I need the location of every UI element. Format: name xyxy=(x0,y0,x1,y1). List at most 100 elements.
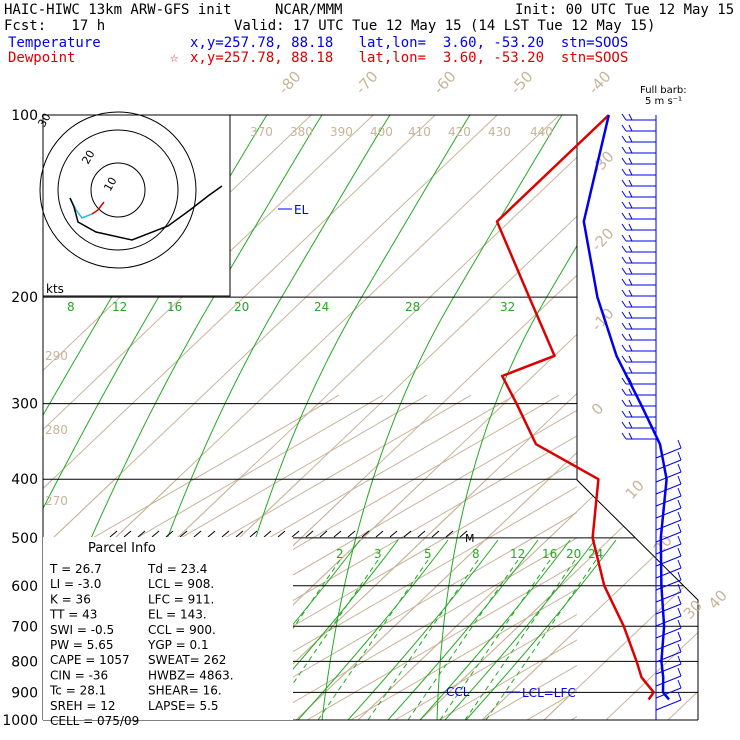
mixing-ratio-label: 2 xyxy=(336,547,344,561)
wind-barb xyxy=(655,627,682,639)
org-label: NCAR/MMM xyxy=(275,2,343,18)
wind-barb xyxy=(677,535,682,545)
wind-barb xyxy=(677,559,682,569)
model-title: HAIC-HIWC 13km ARW-GFS init xyxy=(4,2,232,18)
hodograph-ring xyxy=(39,111,197,269)
hodograph-ring-label: 30 xyxy=(35,111,53,130)
adiabat-line xyxy=(306,562,577,720)
level-hatch xyxy=(403,530,412,538)
wind-barb xyxy=(628,278,633,286)
wind-legend-units: 5 m s⁻¹ xyxy=(645,96,682,107)
wind-barb xyxy=(628,322,633,330)
wind-barb xyxy=(655,651,682,663)
level-hatch xyxy=(179,530,188,538)
wind-barb xyxy=(655,507,682,519)
wind-barb xyxy=(628,421,633,429)
wind-barb xyxy=(677,643,682,653)
theta-label: 270 xyxy=(45,494,68,508)
moist-adiabat-line xyxy=(321,115,563,720)
wind-barb xyxy=(628,366,633,374)
isotherm-label: -10 xyxy=(588,305,618,335)
pressure-tick-label: 800 xyxy=(11,654,38,670)
parcel-info-value: EL = 143. xyxy=(148,608,207,622)
parcel-info-value: Td = 23.4 xyxy=(147,562,207,576)
level-hatch xyxy=(347,530,356,538)
adiabat-line xyxy=(262,537,577,720)
mixing-ratio-label: 8 xyxy=(472,547,480,561)
wind-barb xyxy=(628,432,633,440)
isotherm-line xyxy=(543,480,698,720)
level-hatch xyxy=(123,530,132,538)
parcel-info-value: LAPSE= 5.5 xyxy=(148,699,219,713)
level-hatch xyxy=(193,530,202,538)
wind-barb xyxy=(621,311,627,319)
dewpoint-star-icon: ☆ xyxy=(170,50,179,66)
wind-barb xyxy=(677,475,682,485)
parcel-info-value: LFC = 911. xyxy=(148,592,214,606)
isotherm-label: -40 xyxy=(585,68,615,98)
wind-barb xyxy=(621,190,627,198)
theta-label: 410 xyxy=(408,125,431,139)
wind-barb xyxy=(621,421,627,429)
parcel-info-value: T = 26.7 xyxy=(49,562,102,576)
level-hatch xyxy=(445,530,454,538)
plot-frame-right xyxy=(576,115,699,720)
wind-barb xyxy=(677,691,682,701)
wind-barb xyxy=(655,519,682,531)
mixing-ratio-label: 28 xyxy=(405,300,420,314)
wind-barb xyxy=(628,124,633,132)
wind-barb xyxy=(628,344,633,352)
parcel-info-value: LI = -3.0 xyxy=(50,577,101,591)
wind-barb xyxy=(655,663,682,675)
parcel-info-title: Parcel Info xyxy=(88,541,156,556)
mixing-ratio-label: 8 xyxy=(67,300,75,314)
wind-barb xyxy=(621,300,627,308)
level-hatch xyxy=(249,530,258,538)
wind-barb xyxy=(628,399,633,407)
adiabat-line xyxy=(659,395,740,720)
temperature-legend: Temperature xyxy=(8,35,101,51)
mixing-ratio-line xyxy=(317,559,429,720)
adiabat-line xyxy=(394,613,577,720)
parcel-info-value: CAPE = 1057 xyxy=(50,653,130,667)
wind-barb xyxy=(621,223,627,231)
mixing-ratio-label: 20 xyxy=(566,547,581,561)
wind-barb xyxy=(621,201,627,209)
wind-barb xyxy=(655,567,682,579)
moist-adiabat-line xyxy=(297,539,449,720)
level-hatch xyxy=(361,530,370,538)
theta-label: 420 xyxy=(448,125,471,139)
moist-adiabat-line xyxy=(465,539,617,720)
isotherm-label: 30 xyxy=(680,596,706,622)
theta-label: 380 xyxy=(290,125,313,139)
level-hatch xyxy=(137,530,146,538)
parcel-info-value: Tc = 28.1 xyxy=(49,684,106,698)
isotherm-line xyxy=(295,480,549,720)
isotherm-line xyxy=(43,115,560,608)
hodograph-ring-label: 20 xyxy=(79,148,97,167)
wind-barb xyxy=(621,135,627,143)
parcel-info-value: CIN = -36 xyxy=(50,668,108,682)
parcel-info-value: TT = 43 xyxy=(49,608,97,622)
isotherm-label: -80 xyxy=(275,68,305,98)
parcel-info-value: LCL = 908. xyxy=(148,577,214,591)
parcel-info-value: SWI = -0.5 xyxy=(50,623,114,637)
mixing-ratio-label: 3 xyxy=(374,547,382,561)
level-hatch xyxy=(109,530,118,538)
adiabat-line xyxy=(218,511,577,720)
wind-barb xyxy=(621,267,627,275)
level-hatch xyxy=(305,530,314,538)
wind-barb xyxy=(628,333,633,341)
isotherm-line xyxy=(357,480,611,720)
wind-barb xyxy=(655,675,682,687)
wind-barb xyxy=(655,543,682,555)
mixing-ratio-label: 12 xyxy=(510,547,525,561)
wind-barb xyxy=(677,583,682,593)
wind-barb xyxy=(628,113,633,121)
theta-label: 430 xyxy=(488,125,511,139)
forecast-hour: Fcst: 17 h xyxy=(4,18,106,34)
parcel-info-value: PW = 5.65 xyxy=(50,638,114,652)
hodograph-trace-mid xyxy=(91,201,105,215)
wind-barb xyxy=(628,190,633,198)
